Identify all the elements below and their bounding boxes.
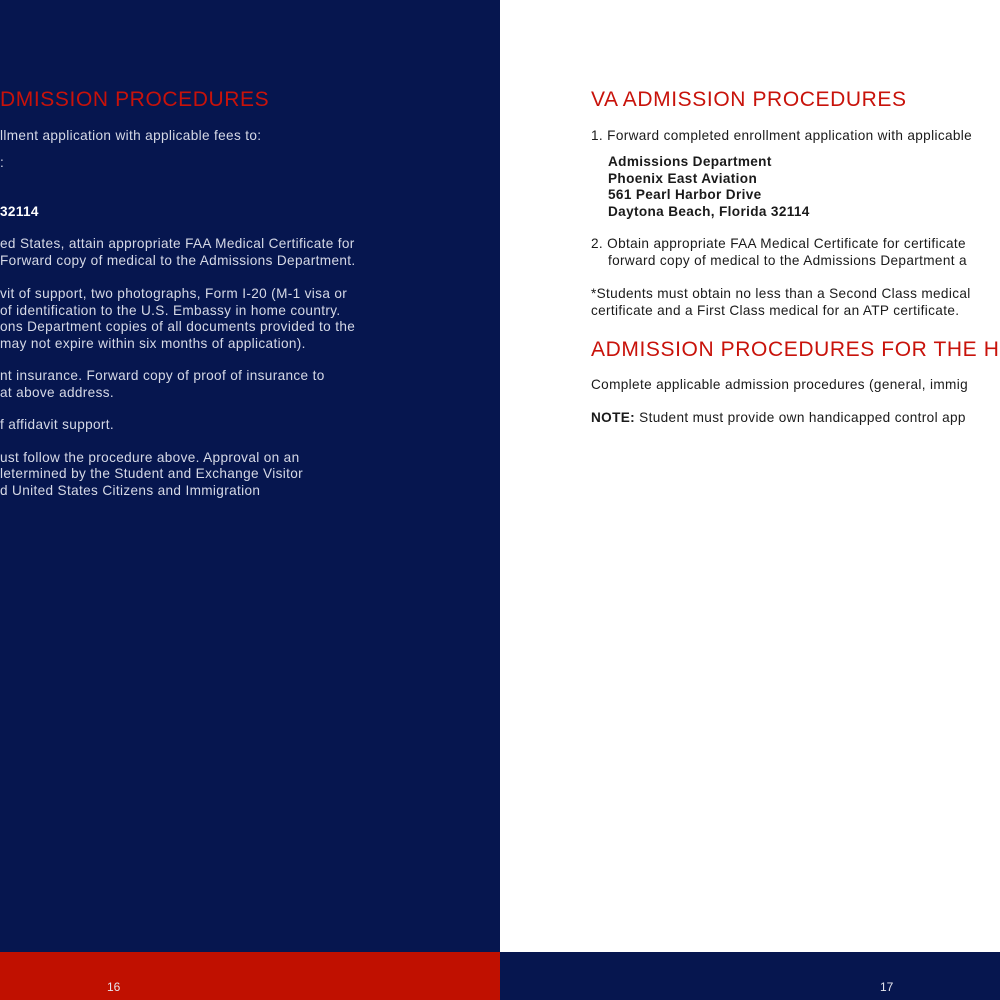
text-line: ons Department copies of all documents p… (0, 319, 356, 334)
page-number: 16 (107, 980, 121, 994)
address-line: 561 Pearl Harbor Drive (608, 187, 762, 202)
footer-bar: 17 (500, 952, 1000, 1000)
text-line: at above address. (0, 385, 115, 400)
text-line: Complete applicable admission procedures… (591, 377, 968, 392)
page-number: 17 (880, 980, 894, 994)
text-line: 2. Obtain appropriate FAA Medical Certif… (591, 236, 966, 251)
text-line: letermined by the Student and Exchange V… (0, 466, 304, 481)
text-line: of identification to the U.S. Embassy in… (0, 303, 341, 318)
note-line: NOTE: Student must provide own handicapp… (591, 410, 966, 426)
text-line: certificate and a First Class medical fo… (591, 303, 960, 318)
note-label: NOTE: (591, 410, 636, 425)
right-page: VA ADMISSION PROCEDURES 1. Forward compl… (500, 0, 1000, 1000)
text-line: : (0, 155, 5, 170)
text-line: vit of support, two photographs, Form I-… (0, 286, 348, 301)
text-line: ed States, attain appropriate FAA Medica… (0, 236, 355, 251)
text-line: llment application with applicable fees … (0, 128, 262, 143)
text-line: ust follow the procedure above. Approval… (0, 450, 300, 465)
text-line: forward copy of medical to the Admission… (608, 253, 967, 268)
address-line: Admissions Department (608, 154, 772, 169)
address-line: Daytona Beach, Florida 32114 (608, 204, 810, 219)
footer-bar: 16 (0, 952, 500, 1000)
section-heading: ADMISSION PROCEDURES FOR THE H (591, 338, 1000, 361)
address-line: Phoenix East Aviation (608, 171, 758, 186)
text-line: Forward copy of medical to the Admission… (0, 253, 356, 268)
left-page: DMISSION PROCEDURES llment application w… (0, 0, 500, 1000)
text-line: *Students must obtain no less than a Sec… (591, 286, 971, 301)
text-line: nt insurance. Forward copy of proof of i… (0, 368, 325, 383)
section-heading: DMISSION PROCEDURES (0, 88, 270, 111)
text-line: 1. Forward completed enrollment applicat… (591, 128, 973, 143)
text-line: f affidavit support. (0, 417, 115, 432)
text-line: may not expire within six months of appl… (0, 336, 306, 351)
text-line: d United States Citizens and Immigration (0, 483, 261, 498)
note-text: Student must provide own handicapped con… (635, 410, 966, 425)
address-line: 32114 (0, 204, 39, 219)
section-heading: VA ADMISSION PROCEDURES (591, 88, 907, 111)
